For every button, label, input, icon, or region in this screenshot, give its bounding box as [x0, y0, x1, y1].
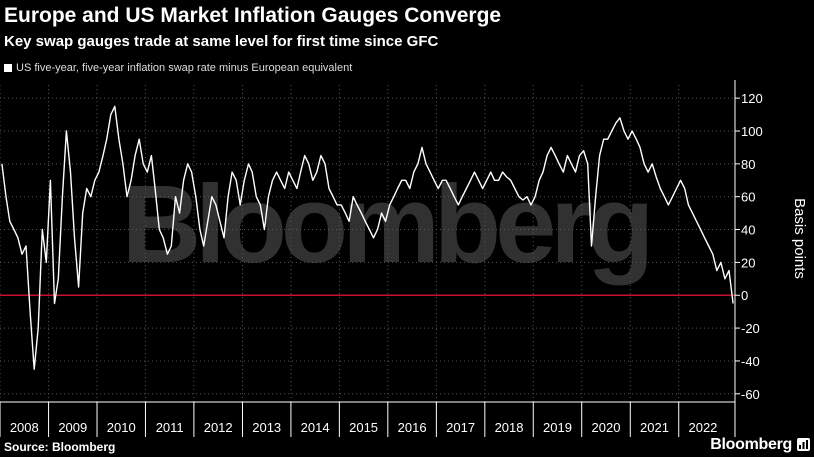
bloomberg-watermark: Bloomberg	[122, 163, 649, 286]
y-tick-label: -60	[741, 387, 760, 402]
y-tick-label: 40	[741, 223, 755, 238]
y-tick-label: 120	[741, 91, 763, 106]
x-tick-label: 2014	[301, 420, 330, 435]
y-tick-label: 0	[741, 288, 748, 303]
legend-label: US five-year, five-year inflation swap r…	[16, 62, 353, 74]
series-line	[1, 105, 734, 370]
bloomberg-logo: Bloomberg	[710, 436, 792, 453]
source-note: Source: Bloomberg	[4, 440, 116, 454]
y-axis-ticks: 120 100 80 60 40 20 0 -20 -40 -60	[735, 91, 763, 402]
x-tick-label: 2010	[107, 420, 136, 435]
x-tick-label: 2009	[58, 420, 87, 435]
x-tick-label: 2017	[446, 420, 475, 435]
y-tick-label: -20	[741, 321, 760, 336]
legend: US five-year, five-year inflation swap r…	[4, 62, 352, 74]
x-tick-label: 2011	[156, 420, 184, 435]
x-tick-label: 2022	[688, 420, 717, 435]
x-tick-label: 2019	[543, 420, 572, 435]
bloomberg-chart-icon	[797, 438, 810, 451]
x-axis-ticks: 2008 2009 2010 2011 2012 2013 2014 2015 2016 2017…	[0, 402, 717, 437]
y-tick-label: 100	[741, 124, 763, 139]
x-tick-label: 2018	[495, 420, 524, 435]
y-tick-label: 20	[741, 255, 755, 270]
x-tick-label: 2021	[640, 420, 669, 435]
vertical-gridlines	[0, 85, 680, 402]
x-tick-label: 2008	[10, 420, 39, 435]
y-tick-label: 80	[741, 157, 755, 172]
x-tick-label: 2013	[252, 420, 281, 435]
x-tick-label: 2020	[592, 420, 621, 435]
x-tick-label: 2016	[398, 420, 427, 435]
chart-subtitle: Key swap gauges trade at same level for …	[4, 33, 439, 50]
y-tick-label: 60	[741, 190, 755, 205]
y-tick-label: -40	[741, 354, 760, 369]
chart-title: Europe and US Market Inflation Gauges Co…	[4, 4, 502, 27]
legend-swatch	[4, 64, 12, 72]
x-tick-label: 2015	[349, 420, 378, 435]
x-tick-label: 2012	[204, 420, 233, 435]
y-axis-label: Basis points	[791, 198, 808, 279]
